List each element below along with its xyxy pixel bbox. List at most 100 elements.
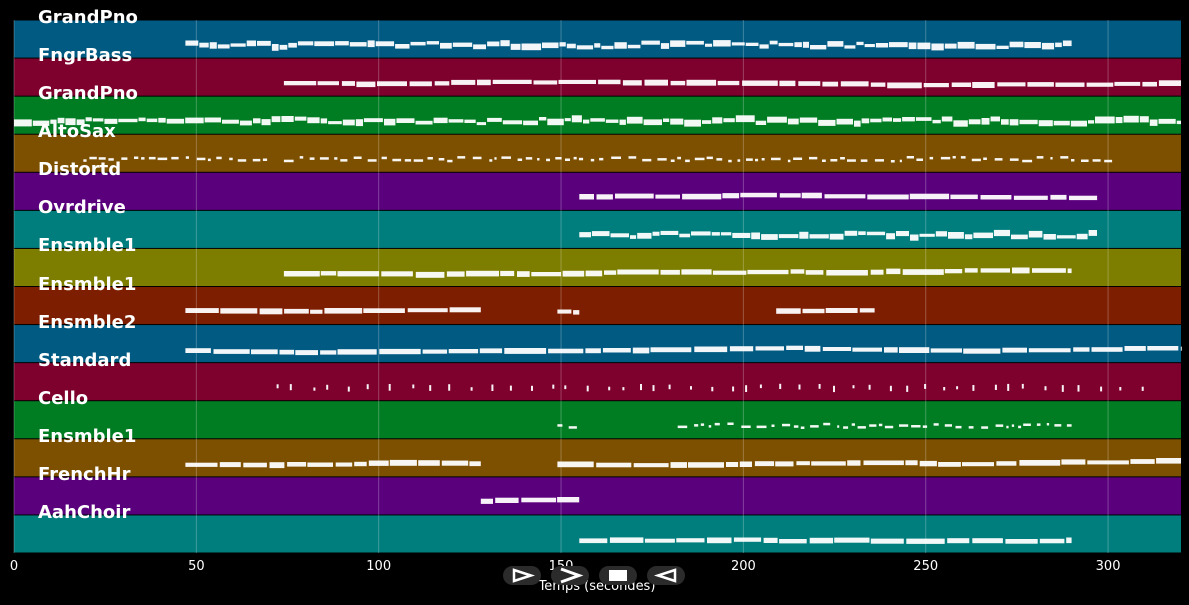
note-mark xyxy=(598,79,621,85)
note-mark xyxy=(479,348,503,354)
note-mark xyxy=(823,422,831,426)
note-mark xyxy=(89,156,97,160)
note-mark xyxy=(353,156,362,159)
note-mark xyxy=(712,270,747,275)
note-mark xyxy=(279,349,295,355)
note-mark xyxy=(922,425,928,428)
note-mark xyxy=(573,156,577,160)
note-mark xyxy=(824,194,866,199)
note-mark xyxy=(495,497,519,503)
play-button[interactable] xyxy=(503,566,541,585)
note-mark xyxy=(261,119,271,126)
note-mark xyxy=(1158,118,1176,124)
note-mark xyxy=(964,234,973,240)
note-mark xyxy=(726,462,739,467)
track-band xyxy=(14,20,1181,58)
forward-button[interactable] xyxy=(551,566,589,585)
note-mark xyxy=(746,158,753,161)
note-mark xyxy=(422,349,448,354)
note-mark xyxy=(860,159,868,162)
note-mark xyxy=(1028,230,1043,238)
note-mark xyxy=(972,538,1003,544)
note-mark xyxy=(610,233,629,238)
track-label: Distortd xyxy=(38,159,122,181)
note-mark xyxy=(729,346,754,352)
stop-button[interactable] xyxy=(599,566,637,585)
note-mark xyxy=(472,156,482,160)
note-mark xyxy=(919,460,937,467)
note-mark xyxy=(632,347,650,354)
note-mark xyxy=(1046,423,1050,426)
note-mark xyxy=(594,43,601,48)
note-mark xyxy=(943,387,946,391)
note-mark xyxy=(457,156,466,159)
note-mark xyxy=(857,426,866,429)
note-mark xyxy=(644,538,675,543)
note-mark xyxy=(707,537,732,544)
note-mark xyxy=(309,157,315,160)
note-mark xyxy=(717,80,740,86)
note-mark xyxy=(950,194,978,200)
note-mark xyxy=(466,270,499,277)
note-mark xyxy=(870,82,886,87)
note-mark xyxy=(251,349,278,355)
note-mark xyxy=(377,81,407,87)
note-mark xyxy=(911,425,921,428)
note-mark xyxy=(92,118,104,122)
note-mark xyxy=(219,462,241,468)
note-mark xyxy=(537,158,540,161)
note-mark xyxy=(384,118,396,126)
track-label: Ensmble1 xyxy=(38,235,137,257)
note-mark xyxy=(800,426,805,429)
note-mark xyxy=(1114,81,1141,86)
note-mark xyxy=(1036,156,1044,159)
note-mark xyxy=(604,270,617,275)
note-mark xyxy=(948,232,964,239)
note-mark xyxy=(276,384,279,389)
note-mark xyxy=(412,384,415,389)
note-mark xyxy=(294,116,307,121)
note-mark xyxy=(185,462,218,467)
note-mark xyxy=(642,158,652,162)
note-mark xyxy=(972,385,975,391)
note-mark xyxy=(740,192,777,198)
note-mark xyxy=(822,81,839,87)
note-mark xyxy=(682,193,722,200)
note-mark xyxy=(844,45,856,49)
note-mark xyxy=(622,80,642,86)
note-mark xyxy=(1041,42,1055,50)
note-mark xyxy=(1158,80,1181,86)
note-mark xyxy=(694,346,728,353)
play-icon xyxy=(512,568,536,583)
note-mark xyxy=(947,538,970,544)
note-mark xyxy=(434,81,450,86)
note-mark xyxy=(596,194,613,200)
note-mark xyxy=(509,385,512,391)
note-mark xyxy=(1123,115,1139,123)
note-mark xyxy=(796,461,810,466)
note-mark xyxy=(289,384,292,391)
note-mark xyxy=(1066,537,1072,544)
note-mark xyxy=(1011,424,1015,427)
note-mark xyxy=(660,230,679,235)
note-mark xyxy=(313,387,316,391)
note-mark xyxy=(324,308,363,314)
note-mark xyxy=(1087,460,1129,465)
note-mark xyxy=(199,42,209,48)
note-mark xyxy=(847,460,861,466)
note-mark xyxy=(367,159,377,162)
note-mark xyxy=(778,234,799,239)
note-mark xyxy=(670,40,686,47)
note-mark xyxy=(997,82,1026,87)
note-mark xyxy=(557,309,572,314)
note-mark xyxy=(1019,460,1061,466)
note-mark xyxy=(328,121,342,125)
note-mark xyxy=(307,117,320,124)
note-mark xyxy=(340,159,348,162)
rewind-button[interactable] xyxy=(647,566,685,585)
note-mark xyxy=(643,119,662,126)
note-mark xyxy=(763,537,778,543)
note-mark xyxy=(517,158,523,161)
x-tick-label: 100 xyxy=(366,559,392,574)
note-mark xyxy=(1124,346,1146,351)
